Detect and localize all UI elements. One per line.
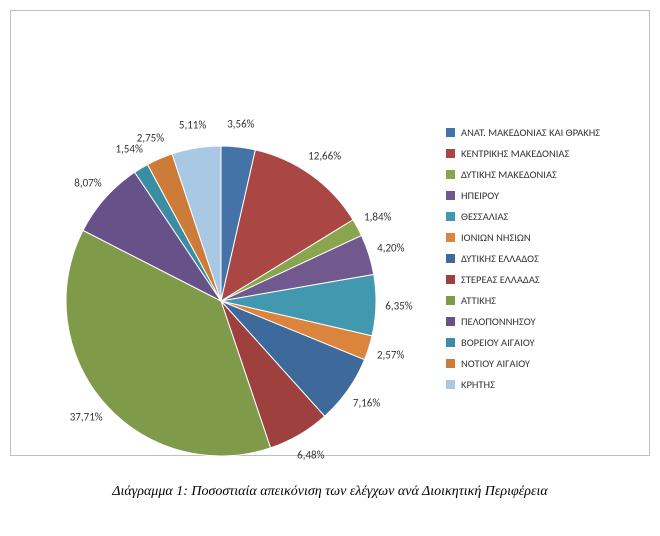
legend-label: ΔΥΤΙΚΗΣ ΜΑΚΕΔΟΝΙΑΣ	[461, 168, 557, 181]
legend-item: ΒΟΡΕΙΟΥ ΑΙΓΑΙΟΥ	[446, 336, 631, 349]
legend-item: ΙΟΝΙΩΝ ΝΗΣΙΩΝ	[446, 231, 631, 244]
pie-container: 3,56%12,66%1,84%4,20%6,35%2,57%7,16%6,48…	[31, 71, 371, 411]
legend-label: ΙΟΝΙΩΝ ΝΗΣΙΩΝ	[461, 231, 531, 244]
legend-item: ΚΡΗΤΗΣ	[446, 378, 631, 391]
legend-label: ΘΕΣΣΑΛΙΑΣ	[461, 210, 508, 223]
legend-item: ΣΤΕΡΕΑΣ ΕΛΛΑΔΑΣ	[446, 273, 631, 286]
legend-swatch	[446, 212, 455, 221]
slice-label: 3,56%	[227, 118, 254, 131]
legend-item: ΗΠΕΙΡΟΥ	[446, 189, 631, 202]
slice-label: 4,20%	[377, 241, 404, 254]
slice-label: 1,84%	[364, 210, 391, 223]
slice-label: 37,71%	[70, 411, 103, 424]
legend-item: ΠΕΛΟΠΟΝΝΗΣΟΥ	[446, 315, 631, 328]
legend-swatch	[446, 128, 455, 137]
slice-label: 6,35%	[385, 299, 412, 312]
legend-label: ΒΟΡΕΙΟΥ ΑΙΓΑΙΟΥ	[461, 336, 535, 349]
legend-swatch	[446, 233, 455, 242]
legend-label: ΑΤΤΙΚΗΣ	[461, 294, 496, 307]
legend-item: ΑΤΤΙΚΗΣ	[446, 294, 631, 307]
legend-item: ΔΥΤΙΚΗΣ ΕΛΛΑΔΟΣ	[446, 252, 631, 265]
legend-swatch	[446, 149, 455, 158]
slice-label: 2,75%	[137, 131, 164, 144]
legend-label: ΣΤΕΡΕΑΣ ΕΛΛΑΔΑΣ	[461, 273, 540, 286]
legend-swatch	[446, 170, 455, 179]
legend-swatch	[446, 296, 455, 305]
pie-chart	[31, 71, 411, 531]
legend-label: ΔΥΤΙΚΗΣ ΕΛΛΑΔΟΣ	[461, 252, 539, 265]
slice-label: 12,66%	[308, 150, 341, 163]
legend-swatch	[446, 338, 455, 347]
slice-label: 7,16%	[353, 397, 380, 410]
legend-label: ΚΕΝΤΡΙΚΗΣ ΜΑΚΕΔΟΝΙΑΣ	[461, 147, 569, 160]
legend-item: ΝΟΤΙΟΥ ΑΙΓΑΙΟΥ	[446, 357, 631, 370]
legend-swatch	[446, 191, 455, 200]
slice-label: 6,48%	[297, 448, 324, 461]
legend-label: ΗΠΕΙΡΟΥ	[461, 189, 499, 202]
slice-label: 2,57%	[377, 348, 404, 361]
legend-label: ΝΟΤΙΟΥ ΑΙΓΑΙΟΥ	[461, 357, 530, 370]
slice-label: 5,11%	[179, 119, 206, 132]
chart-panel: 3,56%12,66%1,84%4,20%6,35%2,57%7,16%6,48…	[10, 10, 650, 456]
legend-swatch	[446, 254, 455, 263]
legend-swatch	[446, 275, 455, 284]
legend-swatch	[446, 317, 455, 326]
legend-label: ΑΝΑΤ. ΜΑΚΕΔΟΝΙΑΣ ΚΑΙ ΘΡΑΚΗΣ	[461, 126, 600, 139]
legend-item: ΑΝΑΤ. ΜΑΚΕΔΟΝΙΑΣ ΚΑΙ ΘΡΑΚΗΣ	[446, 126, 631, 139]
slice-label: 8,07%	[74, 176, 101, 189]
legend-item: ΔΥΤΙΚΗΣ ΜΑΚΕΔΟΝΙΑΣ	[446, 168, 631, 181]
legend-item: ΚΕΝΤΡΙΚΗΣ ΜΑΚΕΔΟΝΙΑΣ	[446, 147, 631, 160]
legend: ΑΝΑΤ. ΜΑΚΕΔΟΝΙΑΣ ΚΑΙ ΘΡΑΚΗΣ ΚΕΝΤΡΙΚΗΣ ΜΑΚ…	[446, 126, 631, 399]
legend-label: ΠΕΛΟΠΟΝΝΗΣΟΥ	[461, 315, 536, 328]
legend-item: ΘΕΣΣΑΛΙΑΣ	[446, 210, 631, 223]
legend-swatch	[446, 359, 455, 368]
legend-swatch	[446, 380, 455, 389]
legend-label: ΚΡΗΤΗΣ	[461, 378, 495, 391]
